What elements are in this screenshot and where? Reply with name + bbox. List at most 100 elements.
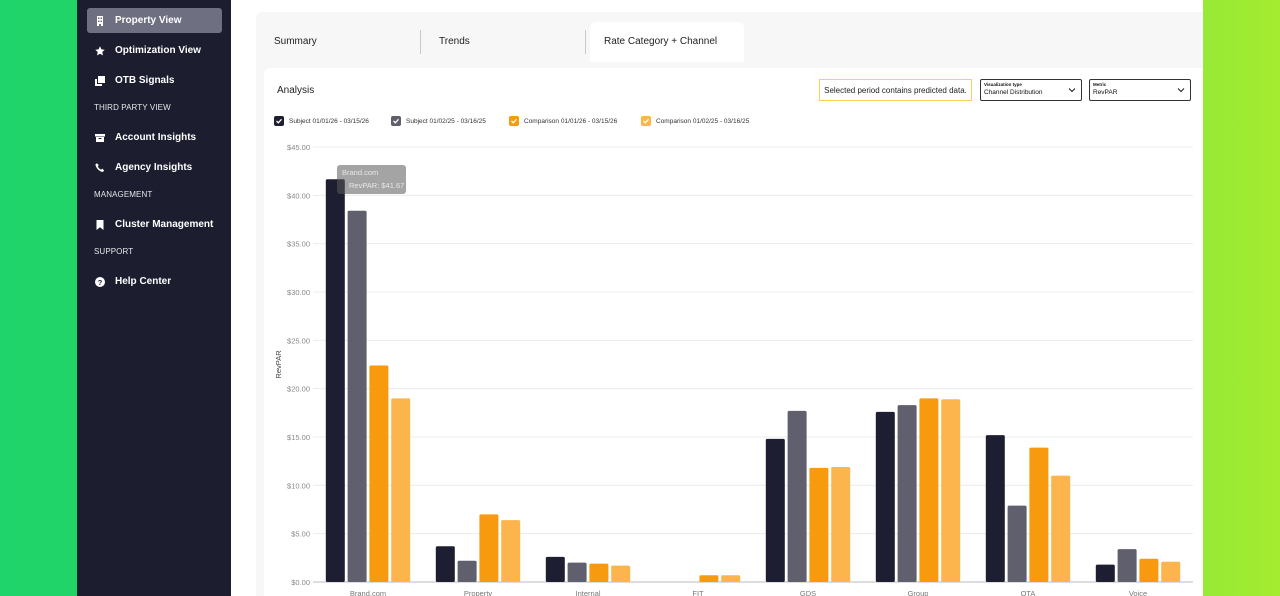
bar [435,546,455,582]
sidebar-item-cluster-management[interactable]: Cluster Management [87,212,222,237]
tab-divider [420,30,421,54]
select-value: Channel Distribution [984,89,1043,96]
bar [787,410,807,582]
y-tick-label: $45.00 [287,143,310,152]
sidebar-item-property-view[interactable]: Property View [87,8,222,33]
star-icon [94,45,106,57]
sidebar-item-account-insights[interactable]: Account Insights [87,125,222,150]
bar [831,466,851,582]
x-tick-label: GDS [800,589,816,596]
bar [809,467,829,582]
bar [985,435,1005,582]
sidebar-item-label: Optimization View [115,45,201,56]
bar [875,411,895,582]
y-tick-label: $10.00 [287,481,310,490]
x-tick-label: Group [908,589,929,596]
bar [567,562,587,582]
sidebar-item-optimization-view[interactable]: Optimization View [87,38,222,63]
chevron-down-icon [1068,88,1076,93]
building-icon [94,15,106,27]
x-tick-label: Property [464,589,493,596]
bar [457,560,477,582]
y-axis-label: RevPAR [274,350,283,379]
y-tick-label: $20.00 [287,385,310,394]
sidebar: Property View Optimization View OTB Sign… [77,0,231,596]
bar [941,399,961,582]
card-title: Analysis [277,85,315,96]
x-tick-label: Voice [1129,589,1147,596]
bar [721,575,741,582]
bar [1051,475,1071,582]
main-content: Summary Trends Rate Category + Channel A… [231,0,1203,596]
y-tick-label: $15.00 [287,433,310,442]
sidebar-item-label: Cluster Management [115,219,214,230]
bar [1139,558,1159,582]
chart-tooltip [337,165,406,194]
sidebar-item-help-center[interactable]: ? Help Center [87,269,222,294]
legend-item-comparison-prior[interactable]: Comparison 01/02/25 - 03/16/25 [641,116,749,126]
bar [479,514,499,582]
revpar-bar-chart: $0.00 $5.00 $10.00 $15.00 $20.00 $25.00 $30.00… [274,143,1193,596]
sidebar-item-label: Help Center [115,276,172,287]
bar [919,398,939,582]
section-label-management: MANAGEMENT [94,190,153,199]
analysis-card: Analysis Selected period contains predic… [264,68,1203,596]
tab-trends[interactable]: Trends [439,36,470,47]
x-tick-label: Internal [575,589,600,596]
chevron-down-icon [1177,88,1185,93]
sidebar-item-label: Property View [115,15,182,26]
metric-select[interactable]: Metric RevPAR [1089,79,1191,101]
section-label-third-party: THIRD PARTY VIEW [94,103,171,112]
section-label-support: SUPPORT [94,247,134,256]
app-frame: Property View Optimization View OTB Sign… [77,0,1203,596]
select-value: RevPAR [1093,89,1118,96]
sidebar-item-otb-signals[interactable]: OTB Signals [87,68,222,93]
x-tick-label: FIT [692,589,704,596]
tooltip-category: Brand.com [342,168,378,177]
select-label: Metric [1093,82,1107,87]
tab-divider [585,30,586,54]
tab-bar: Summary Trends Rate Category + Channel [256,22,1203,62]
checkbox-checked-icon [274,116,284,126]
legend-label: Subject 01/01/26 - 03/15/26 [289,117,369,125]
bar [347,210,367,583]
legend-item-subject-current[interactable]: Subject 01/01/26 - 03/15/26 [274,116,369,126]
y-tick-label: $30.00 [287,288,310,297]
predicted-data-notice: Selected period contains predicted data. [819,79,972,101]
tab-summary[interactable]: Summary [274,36,317,47]
visualization-type-select[interactable]: Visualization type Channel Distribution [980,79,1082,101]
sidebar-item-label: OTB Signals [115,75,175,86]
bar [1007,505,1027,582]
bar [1095,564,1115,582]
bar [1161,561,1181,582]
bar [391,398,411,582]
bar [765,438,785,582]
legend-label: Comparison 01/02/25 - 03/16/25 [656,117,750,125]
bar [325,179,345,582]
tooltip-value: RevPAR: $41.67 [349,181,404,190]
phone-icon [94,162,106,174]
legend-item-subject-prior[interactable]: Subject 01/02/25 - 03/16/25 [391,116,486,126]
x-tick-label: OTA [1021,589,1036,596]
bar [369,365,389,582]
legend-item-comparison-current[interactable]: Comparison 01/01/26 - 03/15/26 [509,116,617,126]
sidebar-item-label: Agency Insights [115,162,193,173]
content-panel: Summary Trends Rate Category + Channel A… [256,12,1203,596]
question-icon: ? [94,276,106,288]
checkbox-checked-icon [509,116,519,126]
bar [1117,549,1137,582]
y-tick-label: $5.00 [291,530,310,539]
bar [1029,447,1049,582]
archive-icon [94,132,106,144]
checkbox-checked-icon [391,116,401,126]
sidebar-item-label: Account Insights [115,132,197,143]
sidebar-item-agency-insights[interactable]: Agency Insights [87,155,222,180]
bookmark-icon [94,219,106,231]
checkbox-checked-icon [641,116,651,126]
x-tick-label: Brand.com [350,589,386,596]
tab-rate-category-channel[interactable]: Rate Category + Channel [590,22,744,62]
bar [589,563,609,582]
y-tick-label: $40.00 [287,191,310,200]
bar [897,405,917,582]
select-label: Visualization type [984,82,1022,87]
